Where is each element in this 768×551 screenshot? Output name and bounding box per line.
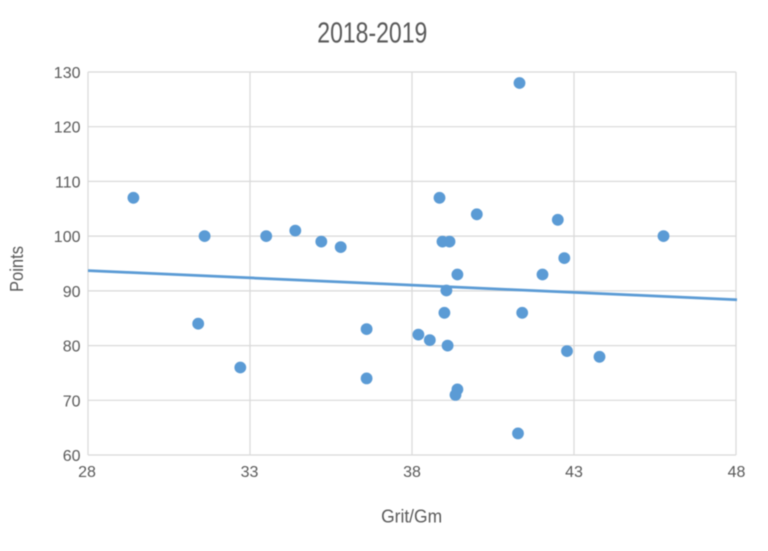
svg-text:43: 43 [565,464,583,481]
svg-text:48: 48 [728,464,746,481]
svg-text:2018-2019: 2018-2019 [317,18,427,50]
svg-text:28: 28 [78,464,96,481]
svg-text:60: 60 [63,448,81,465]
svg-text:Grit/Gm: Grit/Gm [381,507,442,527]
svg-text:38: 38 [403,464,421,481]
svg-text:80: 80 [63,339,81,356]
svg-text:100: 100 [54,229,81,246]
svg-text:90: 90 [63,284,81,301]
svg-text:33: 33 [241,464,259,481]
svg-text:130: 130 [54,65,81,82]
svg-text:Points: Points [7,246,27,292]
svg-text:110: 110 [55,174,81,191]
svg-text:70: 70 [63,393,81,410]
svg-text:120: 120 [54,120,81,137]
